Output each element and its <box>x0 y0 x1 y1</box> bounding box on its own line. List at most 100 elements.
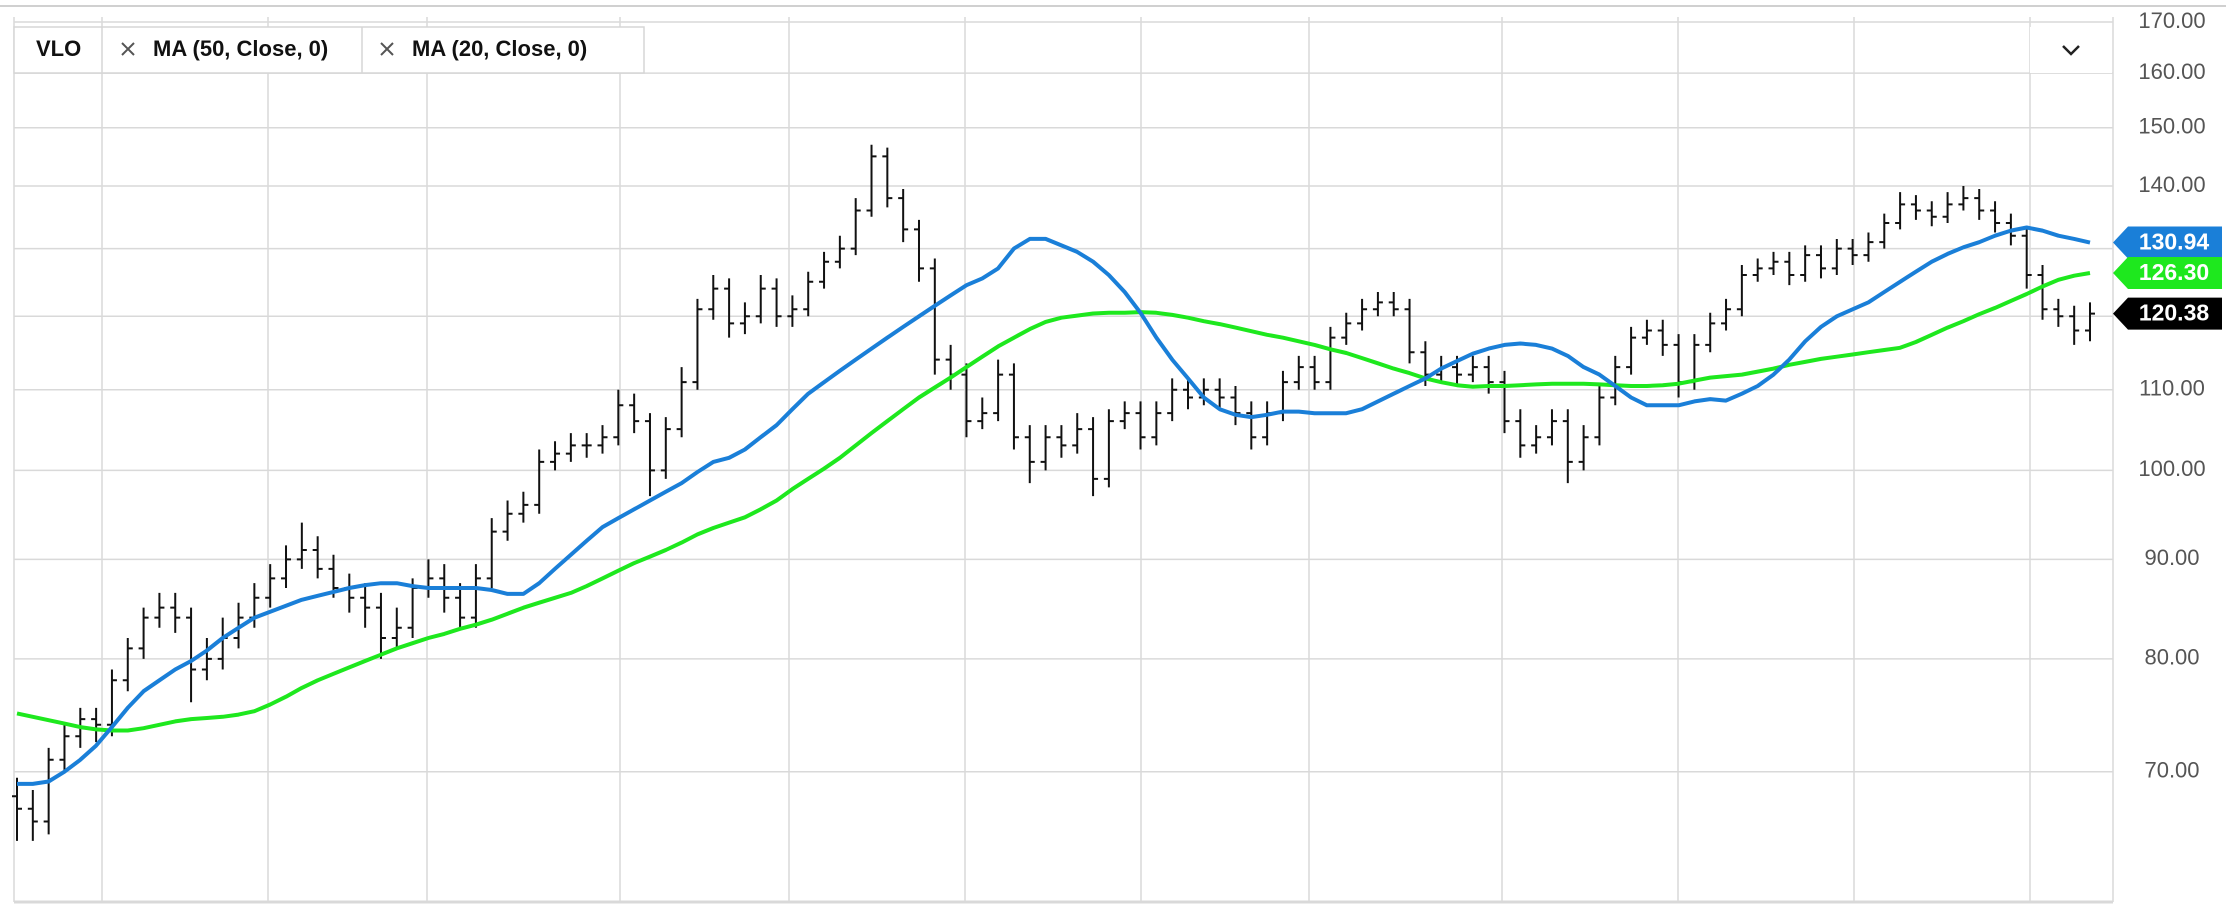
ohlc-bar <box>201 638 212 681</box>
ohlc-bar <box>27 790 38 841</box>
ohlc-bar <box>423 559 434 598</box>
ohlc-bar <box>550 441 561 471</box>
y-tick-label: 170.00 <box>2138 8 2205 33</box>
ohlc-bar <box>1578 425 1589 471</box>
ohlc-bar <box>1341 312 1352 345</box>
ohlc-bar <box>1167 378 1178 422</box>
collapse-button[interactable] <box>2030 27 2112 73</box>
ohlc-bar <box>1974 189 1985 220</box>
price-badge-label: 130.94 <box>2139 229 2210 255</box>
ohlc-bar <box>455 583 466 628</box>
legend-box <box>13 26 645 74</box>
ohlc-bar <box>945 344 956 390</box>
ohlc-bar <box>1752 258 1763 282</box>
legend-entry: MA (50, Close, 0) <box>153 36 328 61</box>
ohlc-bar <box>1831 238 1842 276</box>
ohlc-bar <box>1119 401 1130 430</box>
ohlc-bar <box>1372 291 1383 317</box>
ohlc-bar <box>281 545 292 589</box>
ohlc-bar <box>629 393 640 434</box>
y-tick-label: 90.00 <box>2144 545 2199 570</box>
ohlc-bar <box>360 583 371 628</box>
ohlc-bar <box>1103 409 1114 488</box>
ohlc-bar <box>898 189 909 243</box>
ohlc-bar <box>1673 334 1684 398</box>
price-badge <box>2113 297 2222 330</box>
y-tick-label: 140.00 <box>2138 172 2205 197</box>
ohlc-bar <box>2037 265 2048 320</box>
ohlc-bar <box>1230 385 1241 426</box>
ohlc-bar <box>1325 326 1336 390</box>
ohlc-bar <box>1246 401 1257 450</box>
ohlc-bar <box>1847 238 1858 266</box>
ohlc-bar <box>1072 413 1083 454</box>
ohlc-bar <box>787 295 798 327</box>
ohlc-bar <box>1610 355 1621 406</box>
ohlc-bar <box>803 271 814 317</box>
ohlc-bar <box>1895 192 1906 230</box>
ohlc-bar <box>692 298 703 390</box>
y-tick-label: 150.00 <box>2138 114 2205 139</box>
grid <box>13 17 2114 904</box>
chevron-icon <box>2062 45 2080 56</box>
ohlc-bar <box>1040 425 1051 471</box>
ohlc-bar <box>739 302 750 335</box>
ohlc-bar <box>1800 245 1811 282</box>
ohlc-bar <box>1958 186 1969 211</box>
remove-icon[interactable] <box>380 42 394 56</box>
y-tick-label: 100.00 <box>2138 456 2205 481</box>
ohlc-bar <box>866 144 877 217</box>
ohlc-bar <box>676 367 687 438</box>
ohlc-bar <box>1705 312 1716 353</box>
ohlc-bar <box>43 747 54 835</box>
ohlc-bar <box>1768 251 1779 276</box>
ohlc-bar <box>1357 298 1368 331</box>
ohlc-bar <box>312 536 323 579</box>
ohlc-bar <box>1641 319 1652 345</box>
ohlc-bar <box>518 491 529 523</box>
ohlc-bar <box>154 592 165 628</box>
ohlc-bar <box>834 235 845 269</box>
ohlc-bar <box>1088 417 1099 497</box>
ohlc-bar <box>138 607 149 659</box>
ohlc-bar <box>1467 355 1478 383</box>
price-badge-label: 120.38 <box>2139 300 2210 326</box>
ohlc-bar <box>1262 401 1273 446</box>
ohlc-bar <box>850 198 861 256</box>
ohlc-bar <box>1135 401 1146 450</box>
ohlc-bar <box>375 592 386 659</box>
price-badge-label: 126.30 <box>2139 259 2209 285</box>
ohlc-bar <box>2053 298 2064 327</box>
ohlc-bar <box>502 500 513 541</box>
ohlc-bar <box>1626 326 1637 375</box>
ohlc-bar <box>724 278 735 338</box>
ohlc-bar <box>1056 425 1067 458</box>
ohlc-bar <box>1990 201 2001 233</box>
ohlc-bar <box>1404 298 1415 364</box>
ohlc-bar <box>1815 245 1826 279</box>
ohlc-bar <box>2069 305 2080 345</box>
ohlc-bar <box>977 397 988 430</box>
price-badges: 130.94 126.30 120.38 <box>2113 226 2222 330</box>
remove-icon[interactable] <box>121 42 135 56</box>
plot-area <box>12 144 2095 841</box>
ohlc-bar <box>1024 425 1035 484</box>
ohlc-bar <box>534 449 545 514</box>
legend: VLO MA (50, Close, 0) MA (20, Close, 0) <box>13 26 2112 74</box>
ohlc-bar <box>1594 385 1605 446</box>
ma-line <box>17 225 2091 786</box>
ohlc-bar <box>993 359 1004 422</box>
ohlc-bar <box>91 707 102 743</box>
ohlc-bar <box>122 638 133 692</box>
ohlc-bar <box>217 617 228 670</box>
ohlc-bar <box>1388 291 1399 317</box>
ohlc-bar <box>613 389 624 446</box>
ohlc-bar <box>597 425 608 454</box>
price-badge <box>2113 257 2222 290</box>
ohlc-bar <box>1499 370 1510 434</box>
ohlc-bar <box>2085 302 2095 342</box>
ohlc-bar <box>1151 401 1162 446</box>
ohlc-bar <box>1657 319 1668 356</box>
ohlc-bar <box>1546 409 1557 446</box>
